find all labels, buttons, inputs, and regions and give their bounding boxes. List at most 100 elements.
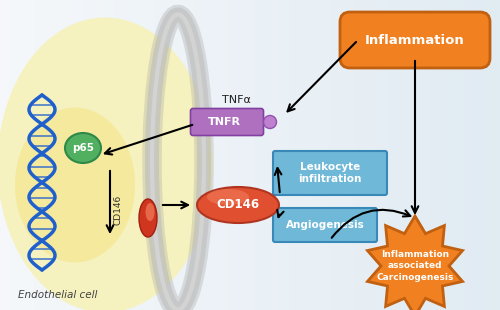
Bar — [280, 0, 285, 310]
Bar — [455, 0, 460, 310]
FancyBboxPatch shape — [190, 108, 264, 135]
Bar — [155, 0, 160, 310]
Bar — [445, 0, 450, 310]
Ellipse shape — [207, 189, 249, 205]
Bar — [125, 0, 130, 310]
Bar — [90, 0, 95, 310]
Bar — [335, 0, 340, 310]
Bar — [140, 0, 145, 310]
Text: CD146: CD146 — [216, 198, 260, 211]
Bar — [395, 0, 400, 310]
FancyBboxPatch shape — [273, 208, 377, 242]
Bar — [405, 0, 410, 310]
Bar — [190, 0, 195, 310]
Bar — [45, 0, 50, 310]
Bar — [25, 0, 30, 310]
Bar — [375, 0, 380, 310]
Bar — [290, 0, 295, 310]
Bar — [330, 0, 335, 310]
Bar — [365, 0, 370, 310]
FancyArrowPatch shape — [332, 210, 410, 238]
Bar — [390, 0, 395, 310]
Bar — [440, 0, 445, 310]
Bar — [415, 0, 420, 310]
Text: Angiogenesis: Angiogenesis — [286, 220, 364, 230]
Bar — [295, 0, 300, 310]
Bar — [120, 0, 125, 310]
Bar — [270, 0, 275, 310]
Bar — [265, 0, 270, 310]
Ellipse shape — [264, 116, 276, 129]
Bar — [355, 0, 360, 310]
FancyBboxPatch shape — [340, 12, 490, 68]
Bar — [215, 0, 220, 310]
Bar — [0, 0, 5, 310]
Ellipse shape — [0, 17, 212, 310]
Bar — [5, 0, 10, 310]
Bar — [230, 0, 235, 310]
Bar — [85, 0, 90, 310]
Bar — [310, 0, 315, 310]
Bar — [300, 0, 305, 310]
Bar — [370, 0, 375, 310]
Bar — [275, 0, 280, 310]
Bar — [145, 0, 150, 310]
Text: Inflammation: Inflammation — [365, 33, 465, 46]
Bar — [400, 0, 405, 310]
Bar — [105, 0, 110, 310]
Bar — [485, 0, 490, 310]
Bar — [65, 0, 70, 310]
Bar — [15, 0, 20, 310]
Bar — [490, 0, 495, 310]
Bar — [20, 0, 25, 310]
Bar — [135, 0, 140, 310]
Bar — [435, 0, 440, 310]
Bar — [410, 0, 415, 310]
Bar — [425, 0, 430, 310]
Bar — [70, 0, 75, 310]
Ellipse shape — [65, 133, 101, 163]
Text: CD146: CD146 — [114, 195, 122, 225]
Bar — [345, 0, 350, 310]
Bar — [430, 0, 435, 310]
Bar — [165, 0, 170, 310]
Bar — [315, 0, 320, 310]
Text: Leukocyte
infiltration: Leukocyte infiltration — [298, 162, 362, 184]
Bar — [55, 0, 60, 310]
Bar — [320, 0, 325, 310]
Bar — [495, 0, 500, 310]
Bar — [40, 0, 45, 310]
Text: Endothelial cell: Endothelial cell — [18, 290, 98, 300]
Bar — [260, 0, 265, 310]
Bar — [100, 0, 105, 310]
Bar — [35, 0, 40, 310]
Text: TNFR: TNFR — [208, 117, 240, 127]
Bar — [285, 0, 290, 310]
Bar — [250, 0, 255, 310]
Bar — [80, 0, 85, 310]
PathPatch shape — [368, 216, 462, 310]
Bar — [340, 0, 345, 310]
Bar — [380, 0, 385, 310]
Ellipse shape — [139, 199, 157, 237]
Bar — [95, 0, 100, 310]
Bar — [60, 0, 65, 310]
Bar — [175, 0, 180, 310]
Bar — [160, 0, 165, 310]
Bar — [170, 0, 175, 310]
Bar — [470, 0, 475, 310]
Bar — [235, 0, 240, 310]
Bar — [360, 0, 365, 310]
Bar — [185, 0, 190, 310]
Ellipse shape — [15, 108, 135, 263]
Bar — [195, 0, 200, 310]
Bar — [210, 0, 215, 310]
Bar — [50, 0, 55, 310]
Bar — [460, 0, 465, 310]
Bar — [220, 0, 225, 310]
Bar — [75, 0, 80, 310]
Bar — [30, 0, 35, 310]
Bar — [325, 0, 330, 310]
Bar — [475, 0, 480, 310]
Bar — [150, 0, 155, 310]
